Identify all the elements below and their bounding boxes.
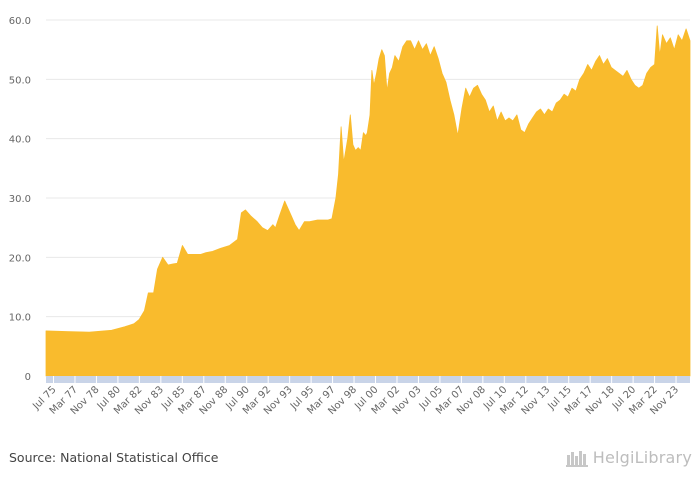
area-fill [45, 25, 691, 377]
chart-footer: Source: National Statistical Office Helg… [0, 440, 700, 483]
helgi-library-logo[interactable]: HelgiLibrary [565, 448, 692, 467]
y-axis: 0 10.0 20.0 30.0 40.0 50.0 60.0 [9, 16, 31, 383]
y-tick-label: 30.0 [9, 194, 31, 205]
bookshelf-icon [565, 450, 588, 467]
y-tick-label: 50.0 [9, 75, 31, 86]
y-tick-label: 60.0 [9, 16, 31, 27]
source-note: Source: National Statistical Office [9, 450, 219, 465]
area-series [45, 25, 691, 377]
x-axis-band [46, 376, 690, 383]
y-tick-label: 10.0 [9, 313, 31, 324]
y-tick-label: 0 [25, 372, 31, 383]
y-tick-label: 20.0 [9, 253, 31, 264]
y-tick-label: 40.0 [9, 135, 31, 146]
logo-text: HelgiLibrary [592, 448, 692, 467]
